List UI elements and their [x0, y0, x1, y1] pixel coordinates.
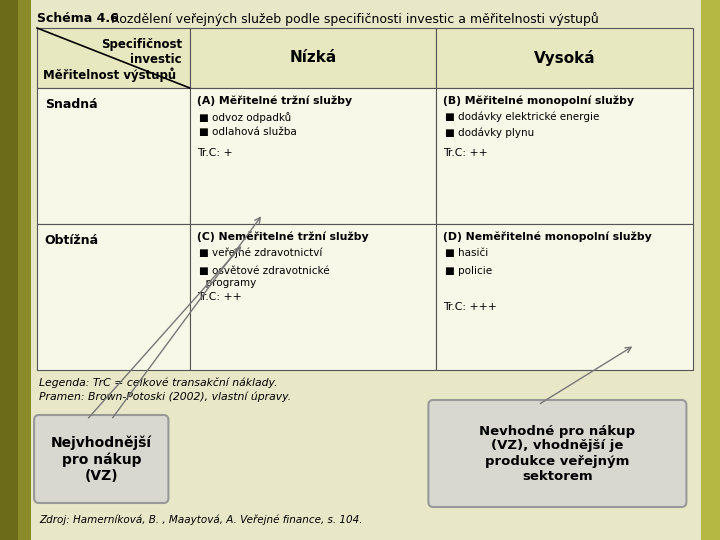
- Text: Tr.C: +++: Tr.C: +++: [443, 302, 497, 312]
- Bar: [190, 224, 436, 370]
- Bar: [17, 0, 31, 540]
- Text: ■ odlahová služba: ■ odlahová služba: [199, 127, 297, 137]
- Text: Zdroj: Hamerníková, B. , Maaytová, A. Veřejné finance, s. 104.: Zdroj: Hamerníková, B. , Maaytová, A. Ve…: [39, 515, 362, 525]
- Text: Nejvhodnější
pro nákup
(VZ): Nejvhodnější pro nákup (VZ): [50, 435, 152, 483]
- Text: Rozdělení veřejných služeb podle specifičnosti investic a měřitelnosti výstupů: Rozdělení veřejných služeb podle specifi…: [107, 12, 599, 26]
- Text: Specifičnost
investic: Specifičnost investic: [101, 38, 182, 66]
- Text: Tr.C: ++: Tr.C: ++: [443, 148, 487, 158]
- FancyBboxPatch shape: [428, 400, 686, 507]
- Text: Obtížná: Obtížná: [45, 234, 99, 247]
- Text: Nízká: Nízká: [289, 51, 337, 65]
- Text: ■ dodávky elektrické energie: ■ dodávky elektrické energie: [445, 112, 599, 123]
- Bar: [0, 0, 17, 540]
- Text: ■ hasiči: ■ hasiči: [445, 248, 488, 258]
- Bar: [190, 28, 436, 88]
- Bar: [436, 28, 693, 88]
- Text: Tr.C: ++: Tr.C: ++: [197, 292, 241, 302]
- Text: Nevhodné pro nákup
(VZ), vhodnější je
produkce veřejným
sektorem: Nevhodné pro nákup (VZ), vhodnější je pr…: [480, 424, 636, 483]
- Bar: [37, 28, 190, 88]
- Text: ■ dodávky plynu: ■ dodávky plynu: [445, 127, 534, 138]
- Bar: [436, 88, 693, 224]
- Text: Tr.C: +: Tr.C: +: [197, 148, 233, 158]
- Bar: [190, 88, 436, 224]
- Text: Schéma 4.6: Schéma 4.6: [37, 12, 119, 25]
- Text: Měřitelnost výstupů: Měřitelnost výstupů: [42, 68, 176, 82]
- Bar: [37, 88, 190, 224]
- Text: Pramen: Brown-Potoski (2002), vlastní úpravy.: Pramen: Brown-Potoski (2002), vlastní úp…: [39, 392, 291, 402]
- Text: Snadná: Snadná: [45, 98, 97, 111]
- Text: ■ odvoz odpadků: ■ odvoz odpadků: [199, 112, 291, 123]
- Text: (B) Měřitelné monopolní služby: (B) Měřitelné monopolní služby: [443, 95, 634, 105]
- Bar: [37, 224, 190, 370]
- Text: ■ veřejné zdravotnictví: ■ veřejné zdravotnictví: [199, 248, 322, 259]
- Text: (D) Neměřitelné monopolní služby: (D) Neměřitelné monopolní služby: [443, 231, 652, 241]
- FancyBboxPatch shape: [34, 415, 168, 503]
- Text: (A) Měřitelné tržní služby: (A) Měřitelné tržní služby: [197, 95, 352, 105]
- Text: Legenda: TrC = celkové transakční náklady.: Legenda: TrC = celkové transakční náklad…: [39, 378, 277, 388]
- Text: ■ osvětové zdravotnické
  programy: ■ osvětové zdravotnické programy: [199, 266, 329, 288]
- Bar: [436, 224, 693, 370]
- Text: ■ policie: ■ policie: [445, 266, 492, 276]
- Text: (C) Neměřitelné tržní služby: (C) Neměřitelné tržní služby: [197, 231, 369, 241]
- Text: Vysoká: Vysoká: [534, 50, 595, 66]
